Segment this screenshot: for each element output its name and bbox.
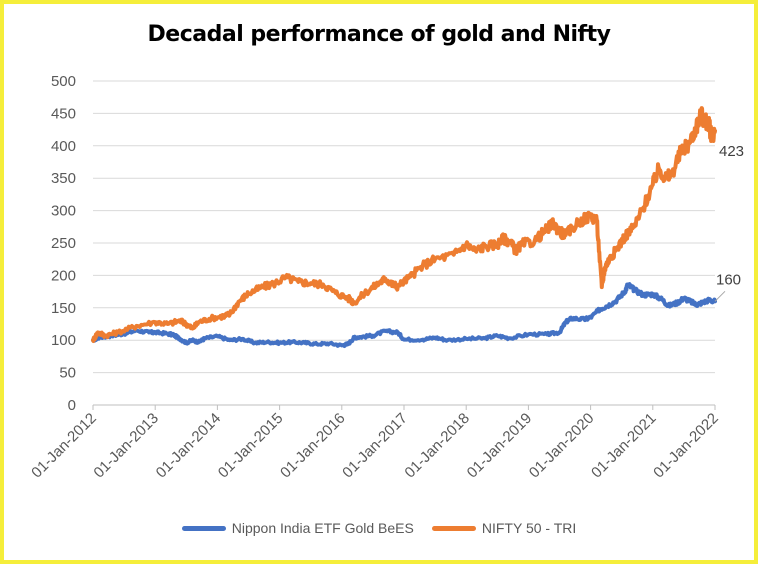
legend-swatch-nifty — [431, 525, 476, 531]
chart-title: Decadal performance of gold and Nifty — [147, 22, 611, 47]
y-tick-label: 250 — [51, 235, 76, 252]
x-tick-label: 01-Jan-2019 — [464, 410, 536, 482]
y-tick-label: 450 — [51, 105, 76, 122]
legend-label-nifty: NIFTY 50 - TRI — [481, 520, 577, 536]
x-tick-label: 01-Jan-2017 — [339, 410, 411, 482]
x-tick-label: 01-Jan-2012 — [28, 410, 100, 482]
end-label-gold: 160 — [716, 271, 741, 288]
y-tick-label: 500 — [51, 73, 76, 90]
x-tick-label: 01-Jan-2013 — [90, 410, 162, 482]
x-tick-label: 01-Jan-2016 — [277, 410, 349, 482]
y-tick-label: 350 — [51, 170, 76, 187]
y-tick-label: 150 — [51, 300, 76, 317]
y-tick-label: 0 — [68, 397, 76, 414]
chart-legend: Nippon India ETF Gold BeES NIFTY 50 - TR… — [0, 520, 758, 536]
legend-swatch-gold — [181, 525, 226, 531]
legend-label-gold: Nippon India ETF Gold BeES — [231, 520, 414, 536]
y-tick-label: 300 — [51, 203, 76, 220]
y-tick-label: 100 — [51, 332, 76, 349]
x-tick-label: 01-Jan-2014 — [153, 410, 225, 482]
y-tick-label: 200 — [51, 267, 76, 284]
x-tick-label: 01-Jan-2018 — [401, 410, 473, 482]
series-line-nifty — [91, 106, 717, 343]
x-tick-label: 01-Jan-2021 — [588, 410, 660, 482]
legend-item-nifty: NIFTY 50 - TRI — [431, 520, 577, 536]
x-tick-label: 01-Jan-2020 — [526, 410, 598, 482]
x-tick-label: 01-Jan-2015 — [215, 410, 287, 482]
y-tick-label: 400 — [51, 138, 76, 155]
series-line-gold — [91, 282, 717, 348]
x-tick-label: 01-Jan-2022 — [650, 410, 722, 482]
end-label-nifty: 423 — [719, 143, 744, 160]
end-label-leader-gold — [714, 290, 726, 302]
y-tick-label: 50 — [59, 365, 76, 382]
legend-item-gold: Nippon India ETF Gold BeES — [181, 520, 414, 536]
